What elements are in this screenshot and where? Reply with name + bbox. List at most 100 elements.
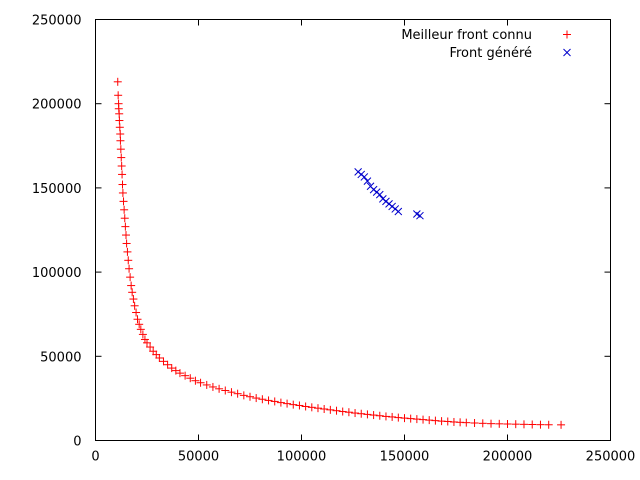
point-meilleur-front [412, 415, 421, 424]
point-meilleur-front [519, 420, 528, 429]
point-meilleur-front [388, 412, 397, 421]
point-meilleur-front [116, 130, 125, 139]
legend-label-1: Front généré [449, 46, 532, 61]
point-meilleur-front [264, 396, 273, 405]
point-meilleur-front [227, 388, 236, 397]
point-meilleur-front [320, 405, 329, 414]
point-meilleur-front [116, 136, 125, 145]
y-tick-label: 150000 [32, 182, 82, 197]
point-meilleur-front [363, 410, 372, 419]
point-front-genere [416, 211, 424, 220]
point-meilleur-front [202, 380, 211, 389]
point-meilleur-front [118, 188, 127, 197]
point-meilleur-front [503, 419, 512, 428]
point-meilleur-front [289, 400, 298, 409]
point-meilleur-front [171, 366, 180, 375]
point-meilleur-front [443, 417, 452, 426]
point-meilleur-front [126, 273, 135, 282]
point-meilleur-front [115, 109, 124, 118]
point-front-genere [360, 173, 369, 181]
x-tick-label: 200000 [483, 450, 533, 465]
point-meilleur-front [332, 406, 341, 415]
point-meilleur-front [351, 409, 360, 418]
point-meilleur-front [215, 384, 224, 393]
y-tick-label: 200000 [32, 98, 82, 113]
point-meilleur-front [133, 315, 142, 324]
data-points [113, 77, 566, 429]
point-meilleur-front [155, 353, 164, 362]
point-meilleur-front [191, 376, 200, 385]
point-meilleur-front [338, 407, 347, 416]
point-meilleur-front [495, 419, 504, 428]
point-meilleur-front [120, 214, 129, 223]
point-meilleur-front [487, 419, 496, 428]
point-meilleur-front [470, 418, 479, 427]
point-meilleur-front [125, 264, 134, 273]
point-meilleur-front [239, 391, 248, 400]
point-meilleur-front [135, 320, 144, 329]
point-meilleur-front [276, 398, 285, 407]
point-meilleur-front [115, 123, 124, 132]
point-meilleur-front [196, 378, 205, 387]
point-meilleur-front [357, 409, 366, 418]
point-meilleur-front [127, 281, 136, 290]
point-meilleur-front [128, 288, 137, 297]
point-meilleur-front [119, 197, 128, 206]
point-meilleur-front [117, 162, 126, 171]
point-meilleur-front [120, 205, 129, 214]
point-meilleur-front [431, 416, 440, 425]
point-meilleur-front [159, 357, 168, 366]
point-front-genere [363, 177, 372, 186]
point-meilleur-front [301, 402, 310, 411]
legend-plus-marker [563, 30, 571, 39]
point-meilleur-front [163, 360, 172, 369]
point-meilleur-front [175, 369, 184, 378]
point-meilleur-front [394, 413, 403, 422]
point-meilleur-front [307, 403, 316, 412]
point-meilleur-front [129, 295, 138, 304]
point-meilleur-front [528, 420, 537, 429]
point-meilleur-front [252, 394, 261, 403]
point-meilleur-front [140, 335, 149, 344]
point-meilleur-front [344, 408, 353, 417]
point-meilleur-front [283, 399, 292, 408]
point-meilleur-front [118, 180, 127, 189]
point-meilleur-front [400, 414, 409, 423]
point-meilleur-front [270, 397, 279, 406]
legend-cross-marker [563, 48, 571, 57]
point-meilleur-front [132, 308, 141, 317]
point-meilleur-front [326, 405, 335, 414]
point-meilleur-front [181, 371, 190, 380]
point-meilleur-front [258, 395, 267, 404]
point-meilleur-front [375, 411, 384, 420]
y-tick-label: 250000 [32, 14, 82, 29]
point-meilleur-front [381, 412, 390, 421]
legend-marker-front-genere [563, 48, 571, 57]
point-meilleur-front [478, 419, 487, 428]
legend-marker-meilleur-front [563, 30, 571, 39]
point-meilleur-front [419, 415, 428, 424]
point-meilleur-front [221, 386, 230, 395]
x-tick-label: 250000 [586, 450, 636, 465]
point-meilleur-front [186, 374, 195, 383]
y-tick-label: 50000 [40, 350, 81, 365]
x-tick-label: 50000 [178, 450, 219, 465]
legend: Meilleur front connu Front généré [401, 28, 571, 61]
point-meilleur-front [536, 420, 545, 429]
point-meilleur-front [118, 170, 127, 179]
point-meilleur-front [116, 145, 125, 154]
point-meilleur-front [130, 301, 139, 310]
legend-label-0: Meilleur front connu [401, 28, 532, 43]
point-meilleur-front [557, 420, 566, 429]
point-meilleur-front [208, 382, 217, 391]
point-meilleur-front [113, 77, 122, 86]
point-meilleur-front [123, 247, 132, 256]
point-meilleur-front [313, 404, 322, 413]
point-meilleur-front [121, 231, 130, 240]
axis-ticks [95, 19, 611, 441]
point-meilleur-front [114, 91, 123, 100]
point-meilleur-front [233, 389, 242, 398]
point-meilleur-front [462, 418, 471, 427]
